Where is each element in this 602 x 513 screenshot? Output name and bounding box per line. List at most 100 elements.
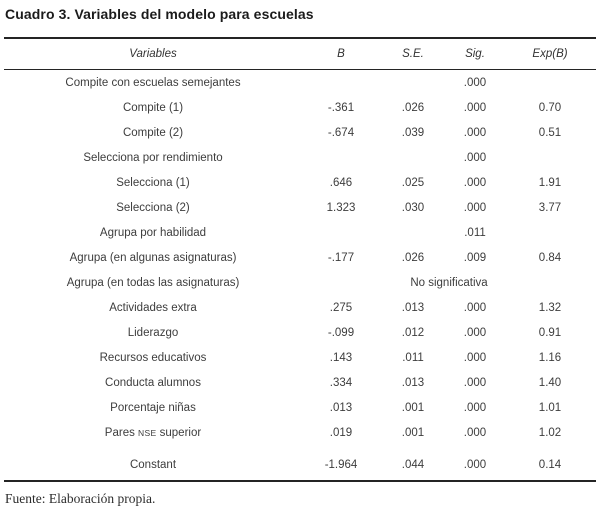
cell-sig: .000 xyxy=(463,351,487,364)
cell-b: 1.323 xyxy=(326,201,356,214)
cell-expb xyxy=(504,145,596,170)
table-row: Actividades extra .275 .013 .000 1.32 xyxy=(4,295,596,320)
cell-se: .026 xyxy=(401,101,425,114)
cell-variable: Agrupa (en algunas asignaturas) xyxy=(69,251,237,264)
cell-variable: Liderazgo xyxy=(127,326,179,339)
table-row: Compite (1) -.361 .026 .000 0.70 xyxy=(4,95,596,120)
cell-variable: Agrupa (en todas las asignaturas) xyxy=(66,276,240,289)
table-row: Constant -1.964 .044 .000 0.14 xyxy=(4,445,596,481)
column-header-variables: Variables xyxy=(4,38,302,70)
cell-expb xyxy=(504,70,596,96)
cell-variable: Selecciona por rendimiento xyxy=(83,151,223,164)
cell-se: .012 xyxy=(401,326,425,339)
cell-b: .019 xyxy=(329,426,353,439)
cell-sig: .011 xyxy=(464,226,486,239)
label-part-nse: NSE xyxy=(138,427,157,438)
cell-variable: Constant xyxy=(129,458,177,471)
cell-variable: Compite (2) xyxy=(122,126,184,139)
cell-expb: 0.84 xyxy=(538,251,562,264)
cell-expb: 1.32 xyxy=(538,301,562,314)
cell-variable: Compite (1) xyxy=(122,101,184,114)
cell-se: .013 xyxy=(401,301,425,314)
cell-se: .025 xyxy=(401,176,425,189)
cell-expb: 0.91 xyxy=(538,326,562,339)
cell-expb: 1.01 xyxy=(538,401,562,414)
cell-variable: Selecciona (1) xyxy=(116,176,190,189)
cell-b: .143 xyxy=(329,351,353,364)
model-variables-table: Variables B S.E. Sig. Exp(B) Compite con… xyxy=(4,37,596,482)
cell-se: .030 xyxy=(401,201,425,214)
cell-expb: 1.91 xyxy=(538,176,562,189)
source-note: Fuente: Elaboración propia. xyxy=(5,491,156,506)
cell-b: -.674 xyxy=(327,126,355,139)
label-part: Pares xyxy=(104,426,135,439)
cell-variable: Actividades extra xyxy=(109,301,197,314)
cell-se: .013 xyxy=(401,376,425,389)
cell-sig: .000 xyxy=(463,426,487,439)
cell-b xyxy=(302,70,380,96)
table-row: Porcentaje niñas .013 .001 .000 1.01 xyxy=(4,395,596,420)
cell-sig: .000 xyxy=(463,151,487,164)
cell-sig: .000 xyxy=(463,176,487,189)
cell-sig: .000 xyxy=(463,401,487,414)
cell-expb: 3.77 xyxy=(538,201,562,214)
cell-b xyxy=(302,145,380,170)
cell-sig: .000 xyxy=(463,376,487,389)
cell-sig: .000 xyxy=(463,101,487,114)
table-row: Agrupa (en todas las asignaturas) No sig… xyxy=(4,270,596,295)
cell-variable: Compite con escuelas semejantes xyxy=(65,76,241,89)
cell-sig: .009 xyxy=(463,251,487,264)
cell-expb: 1.16 xyxy=(538,351,562,364)
cell-b: .275 xyxy=(329,301,353,314)
cell-b: .334 xyxy=(329,376,353,389)
cell-se: .011 xyxy=(402,351,424,364)
cell-sig: .000 xyxy=(463,301,487,314)
cell-variable: Recursos educativos xyxy=(99,351,207,364)
table-row: Selecciona por rendimiento .000 xyxy=(4,145,596,170)
cell-b: -1.964 xyxy=(324,458,358,471)
cell-expb: 0.51 xyxy=(538,126,562,139)
cell-variable: Pares NSE superior xyxy=(4,420,302,445)
cell-se: .039 xyxy=(401,126,425,139)
cell-expb: 0.14 xyxy=(538,458,562,471)
column-header-sig: Sig. xyxy=(446,38,504,70)
table-row: Liderazgo -.099 .012 .000 0.91 xyxy=(4,320,596,345)
table-row: Recursos educativos .143 .011 .000 1.16 xyxy=(4,345,596,370)
table-header-row: Variables B S.E. Sig. Exp(B) xyxy=(4,38,596,70)
cell-se: .001 xyxy=(401,426,425,439)
table-row: Selecciona (1) .646 .025 .000 1.91 xyxy=(4,170,596,195)
cell-se: .001 xyxy=(401,401,425,414)
cell-sig: .000 xyxy=(463,76,487,89)
cell-b: .013 xyxy=(329,401,353,414)
table-row: Agrupa (en algunas asignaturas) -.177 .0… xyxy=(4,245,596,270)
cell-sig: .000 xyxy=(463,126,487,139)
cell-b xyxy=(302,220,380,245)
cell-b: -.177 xyxy=(327,251,355,264)
cell-expb xyxy=(504,220,596,245)
cell-expb: 0.70 xyxy=(538,101,562,114)
cell-variable: Selecciona (2) xyxy=(116,201,190,214)
cell-expb: 1.40 xyxy=(538,376,562,389)
table-row: Conducta alumnos .334 .013 .000 1.40 xyxy=(4,370,596,395)
column-header-expb: Exp(B) xyxy=(504,38,596,70)
cell-b: -.099 xyxy=(327,326,355,339)
column-header-b: B xyxy=(302,38,380,70)
column-header-se: S.E. xyxy=(380,38,446,70)
cell-expb: 1.02 xyxy=(538,426,562,439)
cell-variable: Porcentaje niñas xyxy=(110,401,196,414)
table-row: Agrupa por habilidad .011 xyxy=(4,220,596,245)
cell-sig: .000 xyxy=(463,201,487,214)
label-part: superior xyxy=(159,426,202,439)
cell-se: .026 xyxy=(401,251,425,264)
table-row: Compite con escuelas semejantes .000 xyxy=(4,70,596,96)
cell-sig: .000 xyxy=(463,458,487,471)
cell-se xyxy=(380,70,446,96)
cell-se xyxy=(380,220,446,245)
cell-se xyxy=(380,145,446,170)
cell-se: .044 xyxy=(401,458,425,471)
cell-note: No significativa xyxy=(410,276,488,289)
table-row: Compite (2) -.674 .039 .000 0.51 xyxy=(4,120,596,145)
cell-variable: Agrupa por habilidad xyxy=(99,226,207,239)
table-title: Cuadro 3. Variables del modelo para escu… xyxy=(5,6,314,22)
